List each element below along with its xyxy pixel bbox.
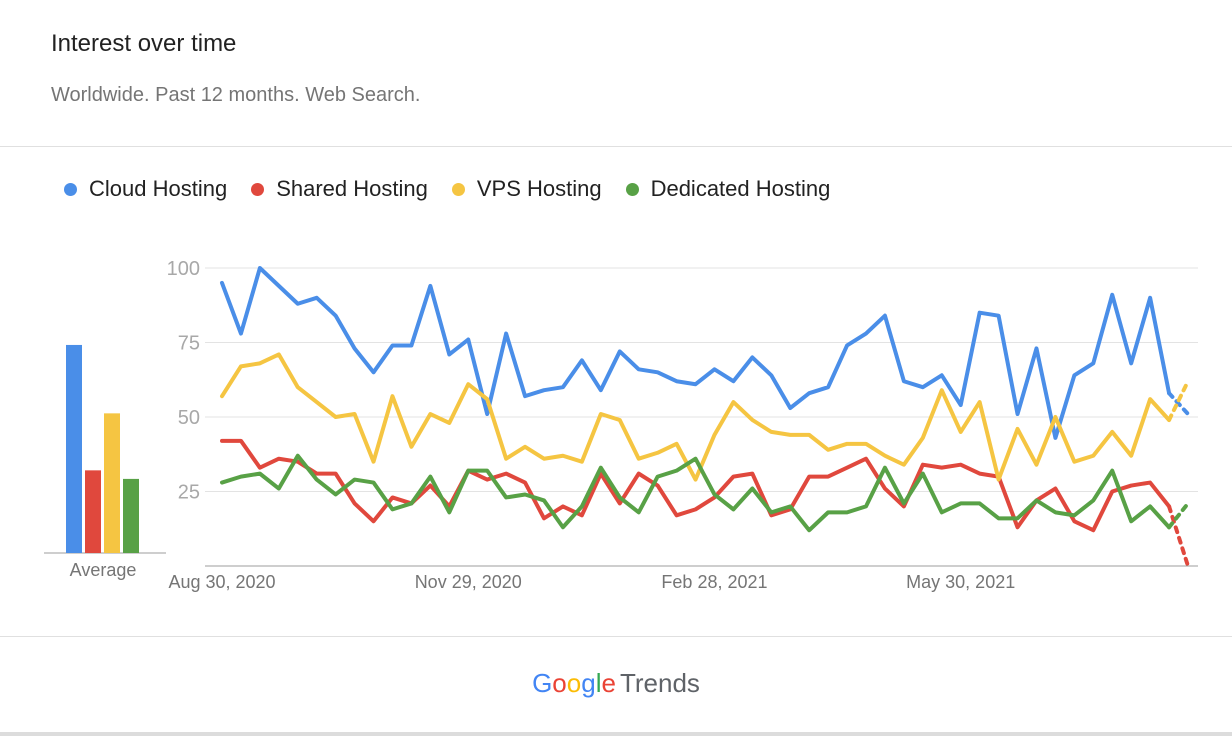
y-tick-label: 25 — [178, 482, 200, 504]
logo-letter: o — [552, 668, 567, 698]
legend-item-shared-hosting[interactable]: Shared Hosting — [251, 176, 428, 202]
x-tick-label: Nov 29, 2020 — [415, 572, 522, 592]
average-bar — [123, 478, 139, 553]
logo-letter: o — [566, 668, 582, 698]
average-label: Average — [70, 560, 137, 580]
legend-item-cloud-hosting[interactable]: Cloud Hosting — [64, 176, 227, 202]
series-line — [220, 453, 1172, 533]
legend-item-vps-hosting[interactable]: VPS Hosting — [451, 176, 602, 202]
card-bottom-edge — [0, 732, 1232, 736]
legend-dot-icon — [625, 182, 639, 196]
average-bar — [104, 413, 120, 553]
legend-dot-icon — [64, 182, 77, 196]
y-tick-label: 75 — [178, 333, 200, 355]
chart-title: Interest over time — [51, 30, 237, 57]
legend-dot-icon — [451, 182, 465, 196]
line-chart[interactable]: 25 50 75 100 Aug 30, 2020 Nov 29, 2020 Feb 28,… — [0, 0, 1232, 636]
legend-label: Cloud Hosting — [89, 176, 228, 201]
legend-item-dedicated-hosting[interactable]: Dedicated Hosting — [625, 176, 831, 202]
card-header: Interest over time Worldwide. Past 12 mo… — [0, 0, 1232, 147]
x-tick-label: Feb 28, 2021 — [661, 572, 767, 592]
series-partial-segment — [1167, 501, 1190, 530]
average-bar — [66, 344, 82, 553]
series-partial-segment — [1167, 391, 1190, 417]
x-tick-label: Aug 30, 2020 — [168, 572, 275, 592]
logo-letter: g — [581, 668, 596, 698]
logo-letter: e — [601, 668, 616, 698]
series-partial-segment — [1167, 504, 1190, 568]
logo-trends-word: Trends — [619, 668, 700, 698]
series-partial-segment — [1167, 379, 1190, 422]
y-tick-label: 50 — [178, 407, 200, 429]
y-tick-label: 100 — [167, 258, 200, 280]
logo-letter: G — [532, 668, 553, 698]
average-bar — [85, 470, 101, 553]
logo-letter: l — [595, 668, 602, 698]
series-line — [220, 352, 1172, 482]
series-line — [220, 266, 1172, 440]
chart-legend: Cloud Hosting Shared Hosting VPS Hosting… — [64, 176, 854, 202]
google-trends-logo[interactable]: Google Trends — [0, 668, 1232, 699]
x-tick-label: May 30, 2021 — [906, 572, 1015, 592]
legend-label: VPS Hosting — [476, 176, 602, 201]
legend-dot-icon — [251, 182, 265, 196]
legend-label: Shared Hosting — [276, 176, 428, 201]
series-line — [220, 438, 1172, 533]
legend-label: Dedicated Hosting — [650, 176, 831, 201]
card-footer — [0, 636, 1232, 737]
chart-subtitle: Worldwide. Past 12 months. Web Search. — [51, 84, 421, 106]
